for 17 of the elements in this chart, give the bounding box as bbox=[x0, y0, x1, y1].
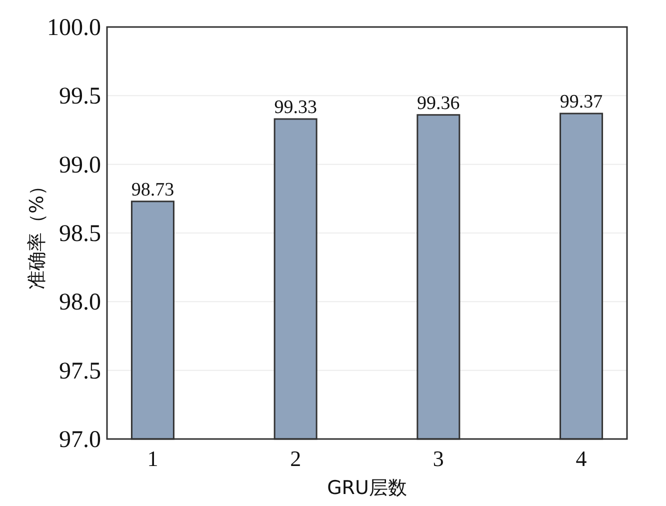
y-tick-label: 98.0 bbox=[59, 290, 101, 316]
data-label: 98.73 bbox=[131, 179, 174, 200]
data-label: 99.37 bbox=[560, 92, 603, 113]
data-label: 99.36 bbox=[417, 92, 460, 114]
y-tick-label: 97.5 bbox=[59, 358, 101, 384]
y-tick-label: 98.5 bbox=[59, 221, 101, 247]
x-tick-label: 1 bbox=[147, 446, 158, 471]
x-axis-title: GRU层数 bbox=[327, 477, 407, 499]
y-tick-label: 97.0 bbox=[59, 427, 101, 453]
y-tick-label: 100.0 bbox=[47, 15, 101, 41]
x-tick-label: 4 bbox=[576, 446, 587, 471]
x-tick-label: 2 bbox=[290, 446, 302, 471]
x-tick-label: 3 bbox=[432, 446, 444, 471]
y-tick-label: 99.0 bbox=[59, 152, 101, 178]
y-axis-title: 准确率（%） bbox=[26, 176, 48, 290]
data-label: 99.33 bbox=[274, 97, 317, 118]
y-tick-label: 99.5 bbox=[59, 84, 101, 110]
